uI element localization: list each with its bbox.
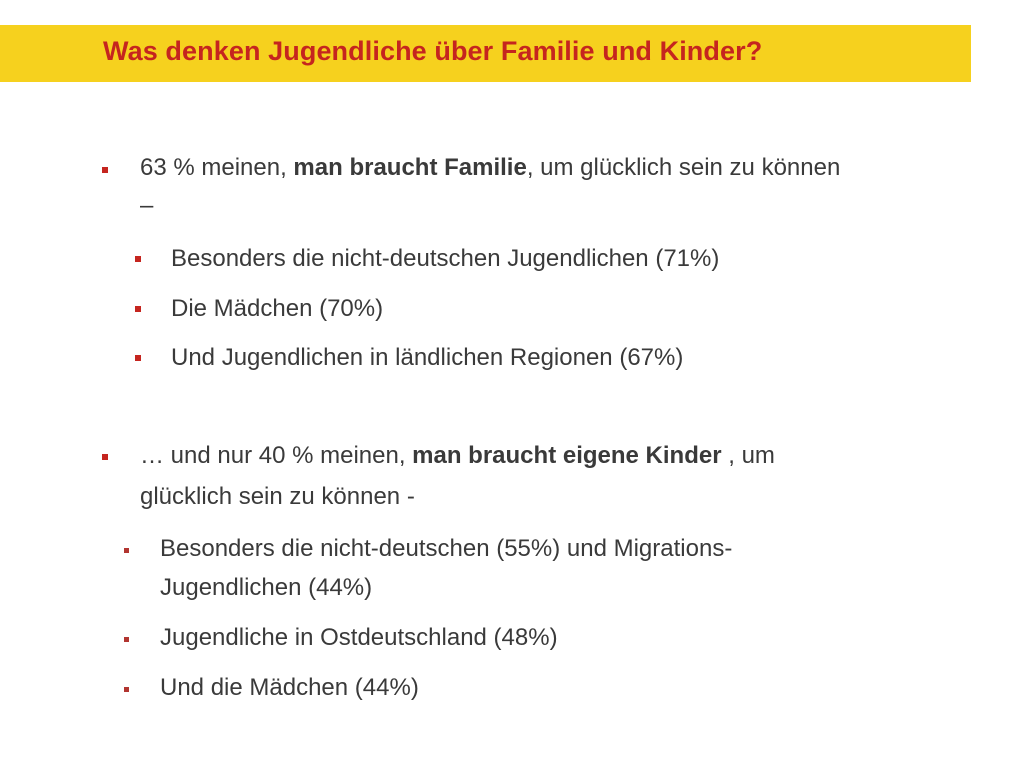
section2-main-bold: man braucht eigene Kinder — [412, 442, 722, 469]
bullet-square-icon — [102, 454, 108, 460]
section1-main-post: , um glücklich sein zu können — [526, 154, 841, 181]
section1-sub-item: Besonders die nicht-deutschen Jugendlich… — [171, 245, 720, 272]
bullet-square-icon — [135, 355, 141, 361]
section2-sub-item-line1: Besonders die nicht-deutschen (55%) und … — [160, 535, 733, 562]
section2-sub-item: Und die Mädchen (44%) — [160, 674, 419, 701]
section2-sub-item-line2: Jugendlichen (44%) — [160, 574, 373, 601]
section2-main-line2: glücklich sein zu können - — [140, 483, 415, 510]
section1-sub-item: Und Jugendlichen in ländlichen Regionen … — [171, 344, 684, 371]
bullet-square-icon — [124, 548, 129, 553]
section2-sub-item: Jugendliche in Ostdeutschland (48%) — [160, 624, 558, 651]
bullet-square-icon — [124, 637, 129, 642]
bullet-square-icon — [135, 256, 141, 262]
bullet-square-icon — [135, 306, 141, 312]
section1-main-line1: 63 % meinen, man braucht Familie, um glü… — [140, 149, 840, 187]
slide-title: Was denken Jugendliche über Familie und … — [103, 36, 763, 66]
bullet-square-icon — [102, 167, 108, 173]
section1-main-bold: man braucht Familie — [293, 154, 527, 181]
bullet-square-icon — [124, 687, 129, 692]
section1-main-line2: – — [140, 192, 154, 219]
section2-main-line1: … und nur 40 % meinen, man braucht eigen… — [140, 437, 775, 475]
section1-main-pre: 63 % meinen, — [140, 154, 294, 181]
section2-main-post: , um — [721, 442, 775, 469]
section1-sub-item: Die Mädchen (70%) — [171, 295, 384, 322]
section2-main-pre: … und nur 40 % meinen, — [140, 442, 413, 469]
title-bar: Was denken Jugendliche über Familie und … — [0, 25, 971, 82]
